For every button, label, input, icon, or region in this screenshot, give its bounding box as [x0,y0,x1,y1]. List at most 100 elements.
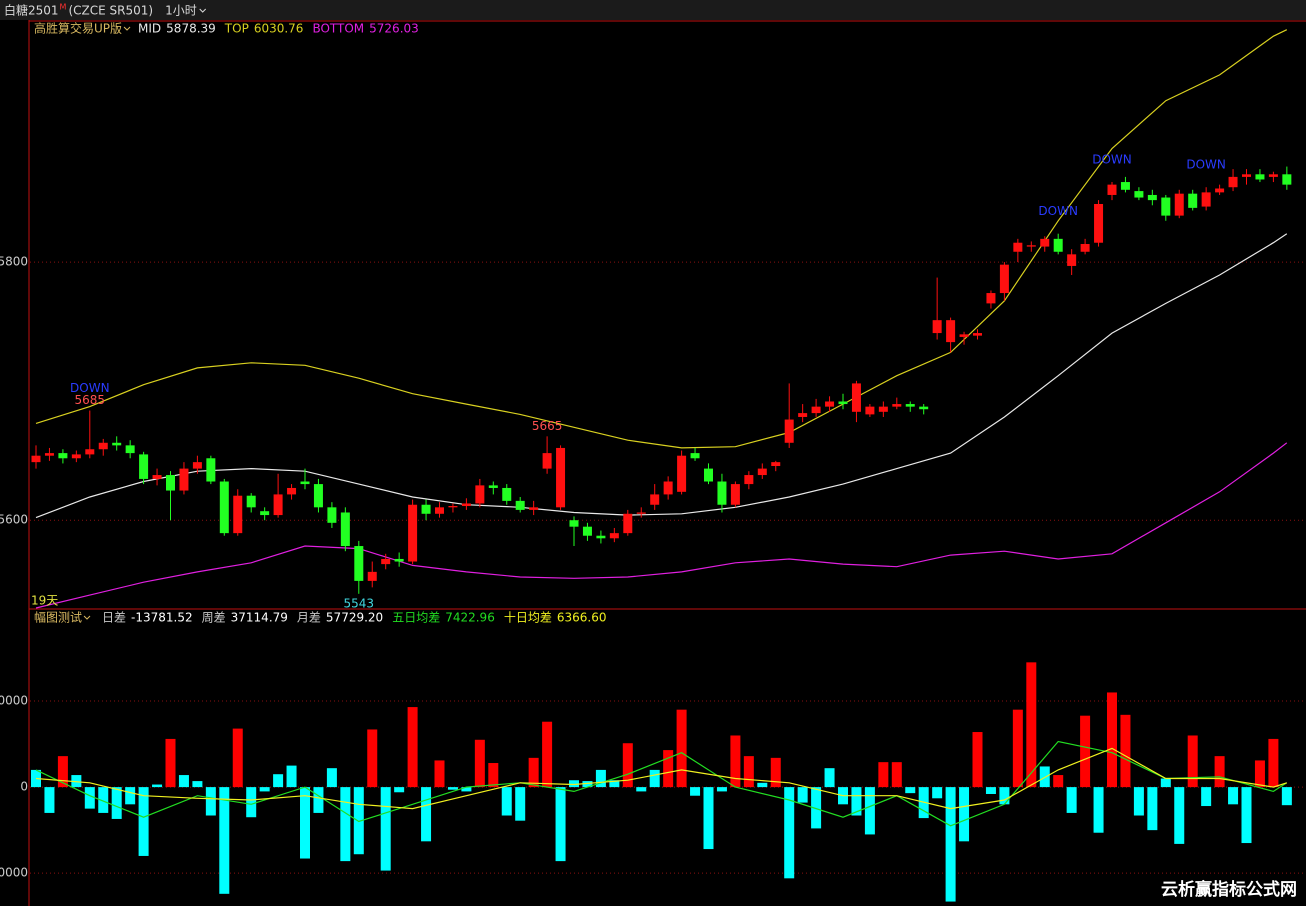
candle-body [932,320,942,334]
bar [273,774,284,788]
bar [730,735,741,788]
bar [219,787,230,894]
signal-label: DOWN [1092,153,1132,167]
dropdown-arrow[interactable] [83,615,91,620]
bar [1160,778,1171,788]
bar [111,787,122,819]
legend-value: 57729.20 [326,611,383,625]
bar [945,787,956,902]
bar [636,787,647,792]
candle-body [919,406,929,410]
candle-body [98,442,108,450]
bar [824,768,835,788]
bar [300,787,310,859]
candle-body [865,406,875,415]
candle-body [717,481,727,505]
bar [797,787,808,803]
candle-body [1080,244,1090,252]
indicator-name[interactable]: 高胜算交易UP版 [34,21,122,36]
bar [757,782,768,788]
candle-body [1094,203,1104,243]
candle-body [313,484,323,508]
average-line [35,747,1287,810]
candle-body [435,507,444,514]
bar [367,729,378,788]
bar [98,787,109,813]
bar [1053,775,1064,788]
legend-value: 37114.79 [231,611,288,625]
candle-body [488,485,498,488]
bar [152,784,163,788]
candle-body [1242,174,1251,177]
candle-body [636,512,646,514]
bar [972,732,983,788]
legend-value: 5878.39 [166,22,216,36]
candle-body [1120,182,1130,190]
candle-body [582,526,592,536]
candle-body [744,475,754,485]
bar [770,757,781,788]
symbol: 白糖2501 [4,3,59,18]
bar [851,787,862,816]
candle-body [986,293,996,304]
candle-body [529,507,539,510]
bar [999,787,1010,805]
candle-body [327,507,337,523]
bar [1268,738,1279,788]
candle-body [892,404,902,407]
bar [138,787,149,856]
candle-body [448,506,458,508]
candle-body [1026,245,1036,247]
candle-body [1161,197,1171,216]
legend-name: MID [138,22,161,36]
bar [1241,787,1252,844]
candle-body [623,513,633,534]
period[interactable]: 1小时 [165,4,197,18]
bar [192,781,203,788]
candle-body [367,571,377,581]
y-tick-label: 0 [20,780,28,794]
bar [582,781,593,788]
candle-body [515,500,525,510]
bar [743,756,754,788]
candle-body [704,468,713,482]
indicator-name[interactable]: 幅图测试 [34,610,82,625]
candle-body [1040,238,1050,247]
candle-body [851,383,861,412]
price-label: 5685 [75,393,106,407]
legend-name: 日差 [102,611,126,625]
legend-value: -13781.52 [131,611,193,625]
watermark: 云析赢指标公式网 [1161,879,1297,900]
candle-body [192,462,202,469]
dropdown-arrow[interactable] [199,8,207,13]
bar [178,775,189,788]
y-tick-label: 5800 [0,255,28,269]
legend-name: 周差 [202,611,226,625]
bar [864,787,875,835]
bar [1254,760,1265,788]
bar [1120,714,1131,788]
candle-body [757,468,767,476]
candle-body [381,558,391,565]
dropdown-arrow[interactable] [123,26,131,31]
bar [246,787,257,818]
price-label: 5543 [344,596,375,610]
candle-body [542,453,552,469]
bar [1201,787,1212,807]
bar [569,780,579,788]
candle-body [663,481,673,495]
bar [609,780,620,788]
signal-label: DOWN [1038,204,1078,218]
candle-body [1228,176,1238,188]
bar [44,787,55,813]
title-bar [0,0,1306,20]
candle-body [71,454,81,459]
bar [690,787,701,796]
bar [1174,787,1185,844]
candle-body [139,454,149,479]
symbol-flag: M [60,3,67,12]
candle-body [58,453,68,459]
candle-body [1201,192,1211,207]
bar [595,769,606,788]
